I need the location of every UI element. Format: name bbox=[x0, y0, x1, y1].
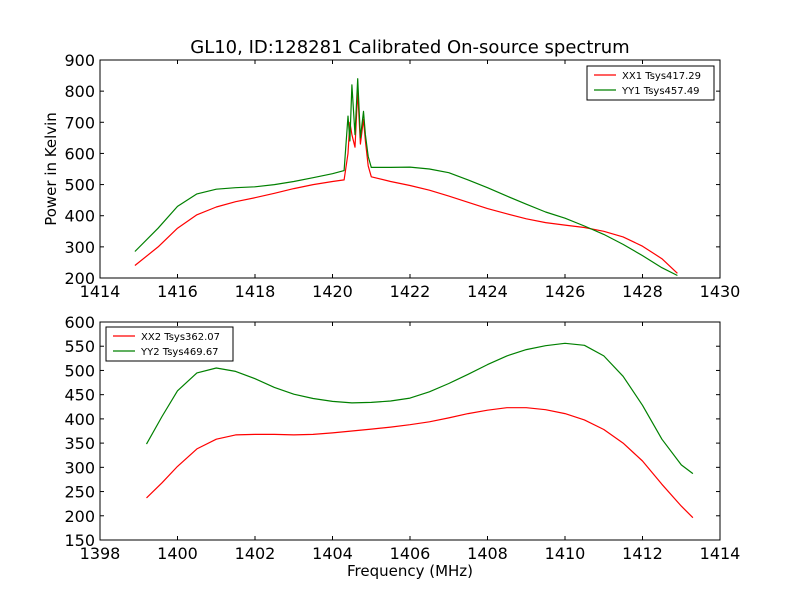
y-tick-label: 150 bbox=[64, 531, 95, 550]
x-tick-label: 1410 bbox=[545, 544, 586, 563]
x-tick-label: 1414 bbox=[80, 282, 121, 301]
bottom-subplot-legend-box bbox=[105, 326, 234, 362]
x-tick-label: 1424 bbox=[467, 282, 508, 301]
series-line-1-1 bbox=[145, 342, 694, 475]
y-tick-label: 400 bbox=[64, 207, 95, 226]
series-line-0-1 bbox=[134, 78, 678, 277]
y-tick-label: 450 bbox=[64, 386, 95, 405]
y-tick-label: 600 bbox=[64, 313, 95, 332]
top-subplot-ylabel: Power in Kelvin bbox=[42, 112, 60, 226]
x-tick-label: 1414 bbox=[700, 544, 741, 563]
y-tick-label: 700 bbox=[64, 113, 95, 132]
x-tick-label: 1406 bbox=[390, 544, 431, 563]
y-tick-label: 800 bbox=[64, 82, 95, 101]
x-tick-label: 1398 bbox=[80, 544, 121, 563]
y-tick-label: 600 bbox=[64, 144, 95, 163]
x-tick-label: 1426 bbox=[545, 282, 586, 301]
bottom-subplot-legend: XX2 Tsys362.07 YY2 Tsys469.67 bbox=[105, 326, 234, 362]
y-tick-label: 250 bbox=[64, 483, 95, 502]
legend-label-xx1: XX1 Tsys417.29 bbox=[622, 71, 701, 82]
top-subplot-y-ticks: 200 300 400 500 600 700 800 900 bbox=[64, 51, 720, 288]
x-tick-label: 1418 bbox=[235, 282, 276, 301]
legend-label-yy1: YY1 Tsys457.49 bbox=[621, 86, 700, 97]
top-subplot: 1414 1416 1418 1420 1422 1424 1426 1428 1430 200… bbox=[42, 51, 740, 301]
x-tick-label: 1408 bbox=[467, 544, 508, 563]
top-subplot-x-ticks: 1414 1416 1418 1420 1422 1424 1426 1428 1430 bbox=[80, 60, 741, 301]
figure-title: GL10, ID:128281 Calibrated On-source spe… bbox=[190, 37, 629, 58]
x-tick-label: 1422 bbox=[390, 282, 431, 301]
bottom-subplot-x-ticks: 1398 1400 1402 1404 1406 1408 1410 1412 1414 bbox=[80, 322, 741, 563]
x-tick-label: 1412 bbox=[622, 544, 663, 563]
y-tick-label: 200 bbox=[64, 507, 95, 526]
y-tick-label: 400 bbox=[64, 410, 95, 429]
y-tick-label: 300 bbox=[64, 458, 95, 477]
series-line-0-0 bbox=[134, 90, 678, 274]
top-subplot-legend-box bbox=[586, 65, 715, 101]
x-tick-label: 1428 bbox=[622, 282, 663, 301]
y-tick-label: 550 bbox=[64, 337, 95, 356]
y-tick-label: 300 bbox=[64, 238, 95, 257]
y-tick-label: 500 bbox=[64, 176, 95, 195]
x-tick-label: 1430 bbox=[700, 282, 741, 301]
x-tick-label: 1416 bbox=[157, 282, 198, 301]
bottom-subplot: 1398 1400 1402 1404 1406 1408 1410 1412 1414 150… bbox=[64, 313, 740, 580]
top-subplot-legend: XX1 Tsys417.29 YY1 Tsys457.49 bbox=[586, 65, 715, 101]
x-tick-label: 1400 bbox=[157, 544, 198, 563]
y-tick-label: 900 bbox=[64, 51, 95, 70]
bottom-subplot-series bbox=[145, 342, 694, 519]
x-tick-label: 1404 bbox=[312, 544, 353, 563]
series-line-1-0 bbox=[146, 407, 694, 519]
y-tick-label: 350 bbox=[64, 434, 95, 453]
y-tick-label: 200 bbox=[64, 269, 95, 288]
x-tick-label: 1420 bbox=[312, 282, 353, 301]
top-subplot-series bbox=[134, 78, 678, 277]
legend-label-xx2: XX2 Tsys362.07 bbox=[141, 332, 220, 343]
y-tick-label: 500 bbox=[64, 361, 95, 380]
bottom-subplot-xlabel: Frequency (MHz) bbox=[347, 562, 473, 580]
legend-label-yy2: YY2 Tsys469.67 bbox=[140, 347, 219, 358]
x-tick-label: 1402 bbox=[235, 544, 276, 563]
bottom-subplot-y-ticks: 150 200 250 300 350 400 450 500 550 600 bbox=[64, 313, 720, 550]
